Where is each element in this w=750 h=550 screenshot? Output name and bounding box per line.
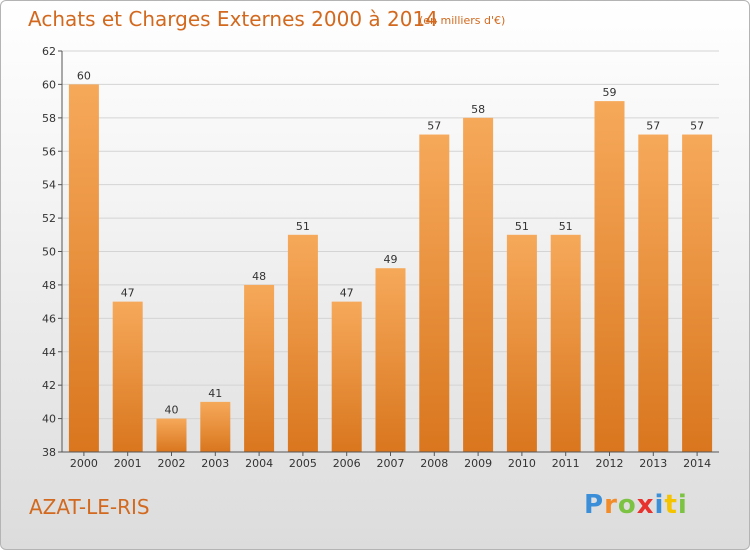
chart-title: Achats et Charges Externes 2000 à 2014 <box>28 7 438 31</box>
x-tick-label: 2007 <box>377 457 405 470</box>
y-tick-label: 48 <box>42 279 56 292</box>
y-tick-label: 54 <box>42 179 56 192</box>
data-label: 60 <box>77 69 91 82</box>
x-tick-label: 2002 <box>158 457 186 470</box>
logo-letter: x <box>636 490 655 520</box>
bar <box>682 134 713 452</box>
logo-letter: o <box>617 490 637 520</box>
bar <box>550 234 581 452</box>
data-label: 40 <box>165 404 179 417</box>
y-tick-label: 58 <box>42 112 56 125</box>
x-tick-label: 2013 <box>639 457 667 470</box>
data-label: 51 <box>559 220 573 233</box>
data-label: 57 <box>646 120 660 133</box>
y-tick-label: 40 <box>42 413 56 426</box>
bar <box>375 268 406 452</box>
bar <box>112 301 143 452</box>
data-label: 47 <box>340 287 354 300</box>
y-tick-label: 42 <box>42 379 56 392</box>
x-tick-label: 2001 <box>114 457 142 470</box>
y-tick-label: 44 <box>42 346 56 359</box>
x-tick-label: 2008 <box>420 457 448 470</box>
data-label: 48 <box>252 270 266 283</box>
x-tick-label: 2005 <box>289 457 317 470</box>
data-label: 57 <box>690 120 704 133</box>
x-tick-label: 2012 <box>596 457 624 470</box>
y-tick-label: 38 <box>42 446 56 459</box>
data-label: 51 <box>515 220 529 233</box>
bar <box>244 284 275 452</box>
bar <box>638 134 669 452</box>
y-tick-label: 60 <box>42 78 56 91</box>
x-tick-label: 2000 <box>70 457 98 470</box>
bar <box>68 84 99 453</box>
bar <box>331 301 362 452</box>
y-tick-label: 52 <box>42 212 56 225</box>
x-tick-label: 2009 <box>464 457 492 470</box>
logo-letter: P <box>584 490 605 520</box>
data-label: 57 <box>427 120 441 133</box>
commune-name: AZAT-LE-RIS <box>29 495 150 519</box>
data-label: 41 <box>208 387 222 400</box>
y-tick-label: 62 <box>42 45 56 58</box>
bar <box>419 134 450 452</box>
bar <box>287 234 318 452</box>
logo-letter: i <box>654 490 665 520</box>
x-tick-label: 2003 <box>201 457 229 470</box>
y-tick-label: 56 <box>42 145 56 158</box>
data-label: 58 <box>471 103 485 116</box>
x-tick-label: 2006 <box>333 457 361 470</box>
logo-letter: t <box>664 490 678 520</box>
logo-letter: i <box>677 490 688 520</box>
bar <box>156 418 187 452</box>
proxiti-logo[interactable]: Proxiti <box>584 490 688 520</box>
data-label: 47 <box>121 287 135 300</box>
data-label: 49 <box>384 253 398 266</box>
x-tick-label: 2004 <box>245 457 273 470</box>
bar <box>594 101 625 452</box>
x-tick-label: 2010 <box>508 457 536 470</box>
y-tick-label: 50 <box>42 246 56 259</box>
bar <box>463 117 494 452</box>
bar <box>200 401 231 452</box>
logo-letter: r <box>604 490 618 520</box>
y-tick-label: 46 <box>42 312 56 325</box>
x-tick-label: 2011 <box>552 457 580 470</box>
chart-subtitle: (en milliers d'€) <box>419 14 506 27</box>
bar <box>506 234 537 452</box>
data-label: 51 <box>296 220 310 233</box>
x-tick-label: 2014 <box>683 457 711 470</box>
data-label: 59 <box>603 86 617 99</box>
